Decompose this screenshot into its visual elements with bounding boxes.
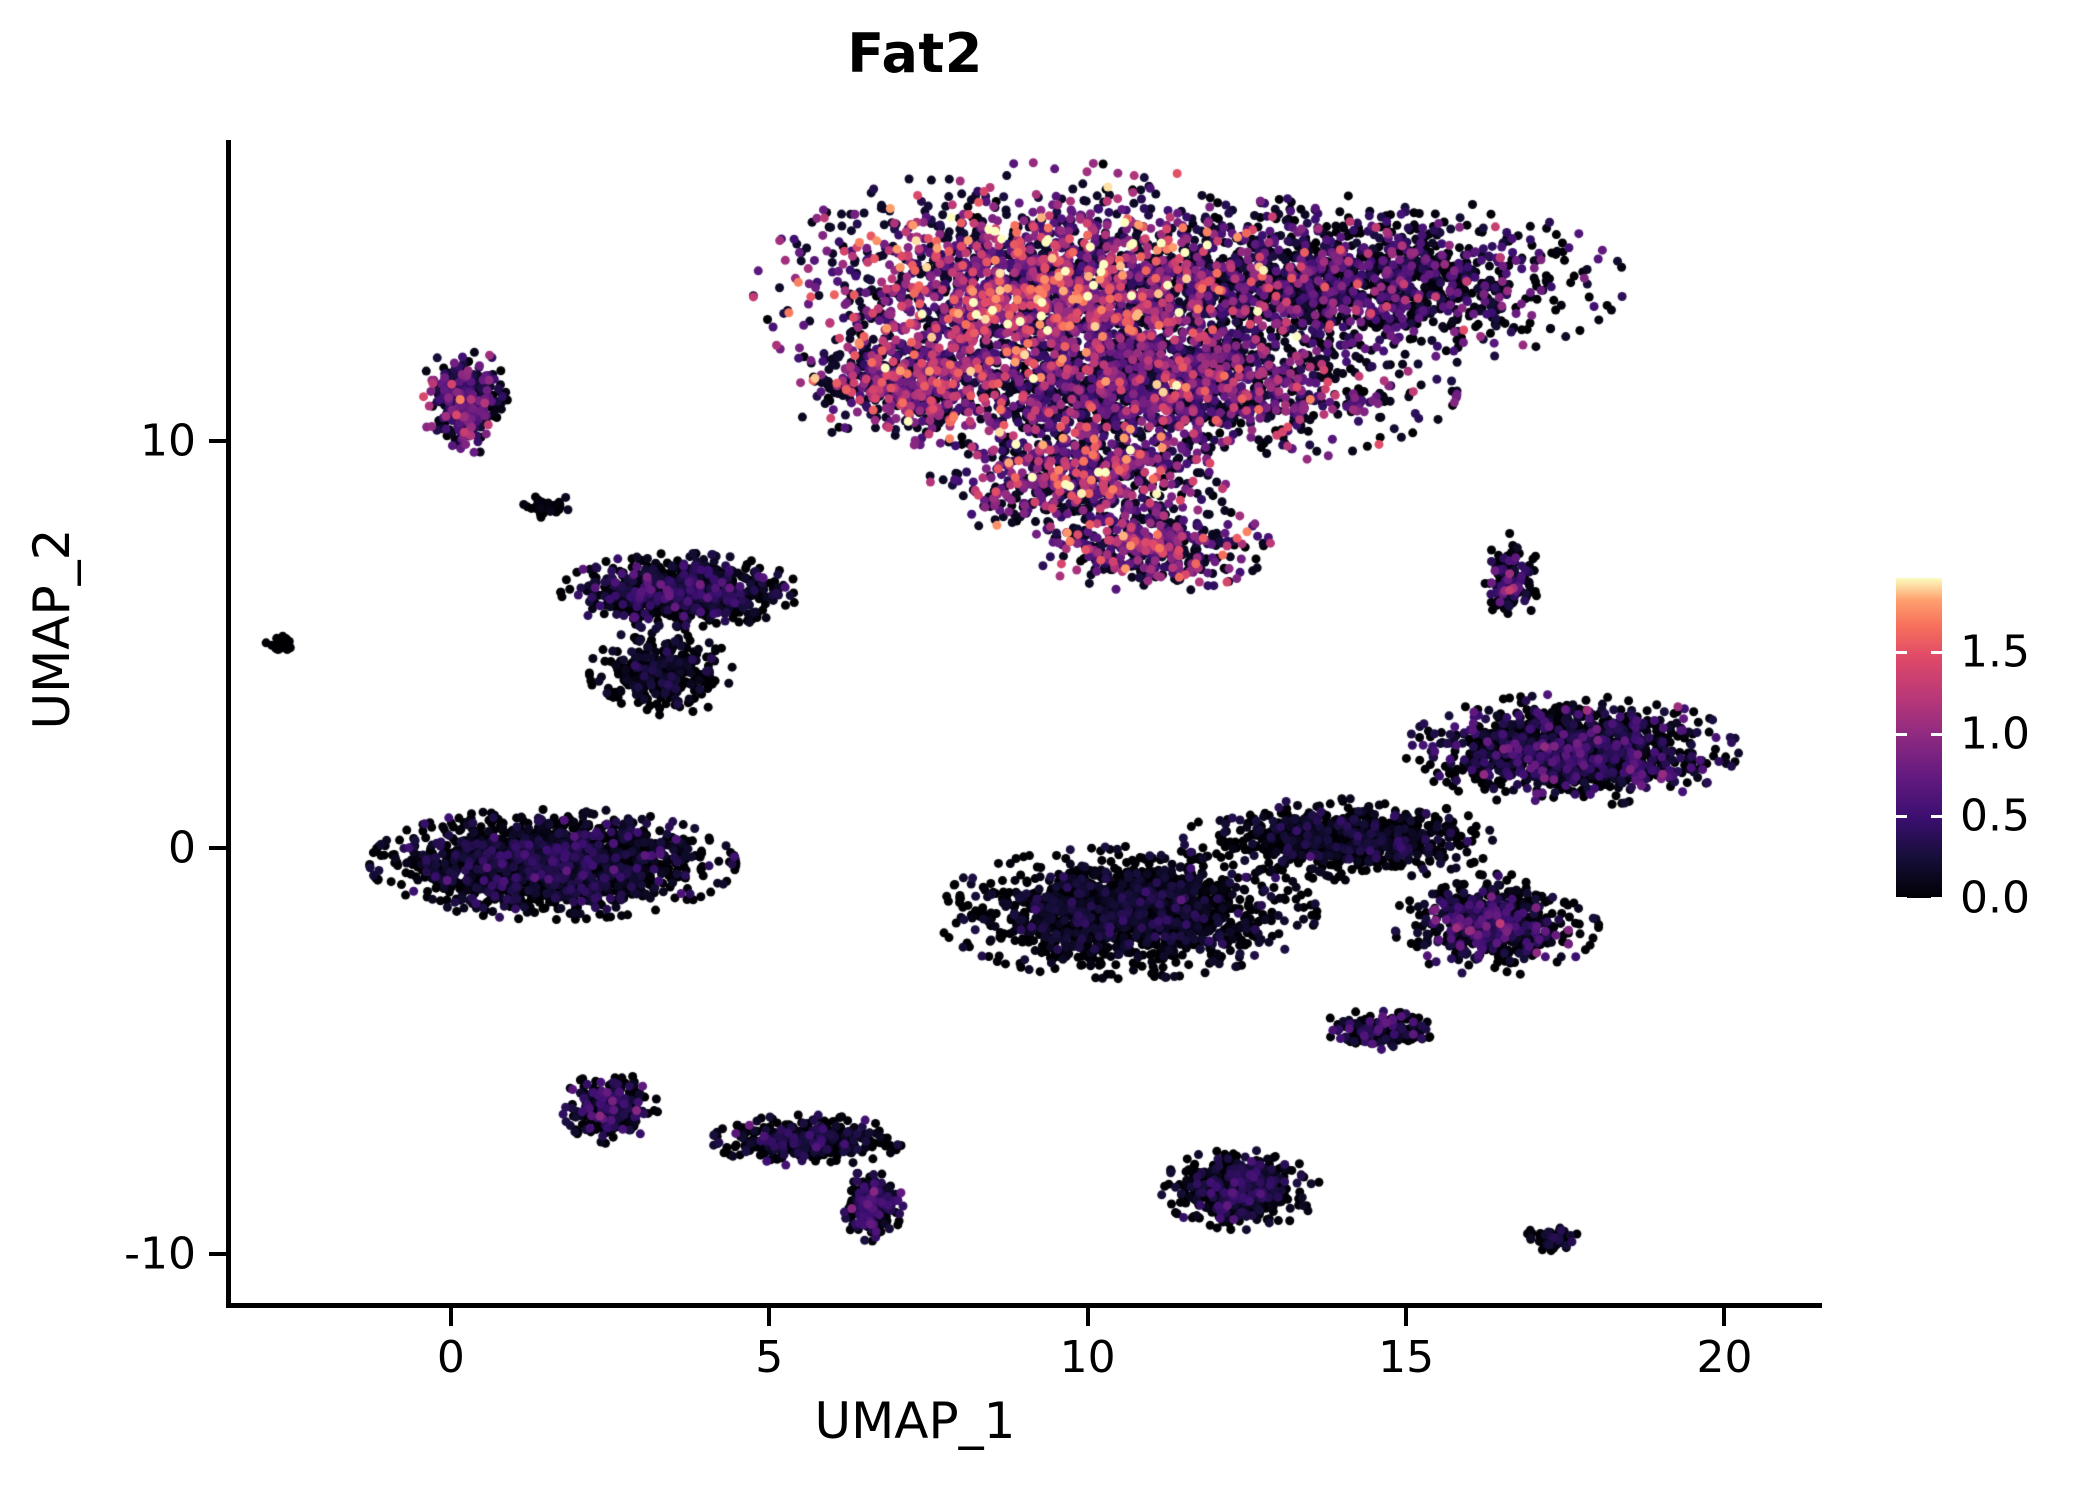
x-tick-label: 15 <box>1378 1332 1435 1383</box>
colorbar-tick-mark <box>1931 814 1942 818</box>
y-axis-title: UMAP_2 <box>23 528 81 730</box>
colorbar-tick-mark <box>1931 650 1942 654</box>
y-tick-label: 0 <box>168 822 196 874</box>
colorbar-tick-label: 1.5 <box>1960 626 2030 678</box>
y-tick-mark <box>209 438 227 443</box>
x-axis-title: UMAP_1 <box>814 1392 1016 1450</box>
x-axis-spine <box>226 1303 1822 1308</box>
colorbar-tick-mark <box>1931 732 1942 736</box>
x-tick-mark <box>767 1308 772 1326</box>
x-tick-label: 5 <box>755 1332 784 1383</box>
colorbar: 0.0 0.5 1.0 1.5 <box>1896 578 2096 924</box>
x-tick-label: 20 <box>1696 1332 1753 1383</box>
y-axis-spine <box>226 140 231 1308</box>
y-tick-mark <box>209 1252 227 1257</box>
x-tick-mark <box>448 1308 453 1326</box>
x-tick-mark <box>1085 1308 1090 1326</box>
x-tick-mark <box>1722 1308 1727 1326</box>
page-title: Fat2 <box>847 22 983 85</box>
colorbar-tick-mark <box>1896 814 1907 818</box>
colorbar-tick-label: 0.0 <box>1960 872 2030 924</box>
scatter-points-canvas <box>228 140 1820 1303</box>
x-tick-label: 0 <box>436 1332 465 1383</box>
colorbar-tick-label: 1.0 <box>1960 708 2030 760</box>
x-tick-label: 10 <box>1059 1332 1116 1383</box>
colorbar-tick-mark <box>1896 732 1907 736</box>
y-tick-label: -10 <box>124 1228 196 1280</box>
colorbar-tick-label: 0.5 <box>1960 790 2030 842</box>
x-tick-mark <box>1404 1308 1409 1326</box>
colorbar-tick-mark <box>1896 650 1907 654</box>
colorbar-tick-mark <box>1931 897 1942 900</box>
y-tick-label: 10 <box>140 415 196 467</box>
colorbar-tick-mark <box>1896 897 1907 900</box>
y-tick-mark <box>209 845 227 850</box>
scatter-plot-area <box>228 140 1820 1303</box>
colorbar-gradient <box>1896 578 1942 898</box>
